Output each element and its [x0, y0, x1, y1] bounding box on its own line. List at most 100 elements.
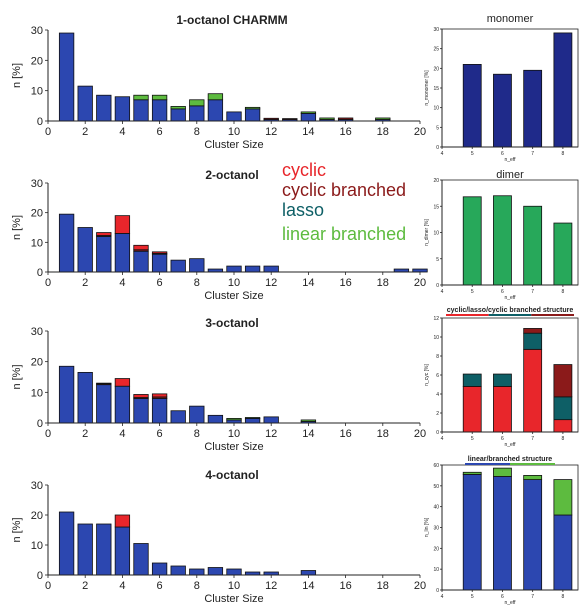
- x-axis-label: n_eff: [504, 442, 516, 448]
- x-tick-label: 7: [531, 151, 534, 157]
- chart-title: linear/branched structure: [468, 456, 553, 463]
- bar: [493, 385, 512, 433]
- x-tick-label: 18: [377, 580, 389, 592]
- bar: [96, 384, 112, 424]
- bar: [300, 570, 317, 576]
- x-tick-label: 16: [339, 277, 351, 289]
- legend-cyclic-label: cyclic: [282, 160, 326, 180]
- bar: [133, 398, 149, 424]
- bar: [263, 416, 279, 424]
- y-axis-label: n_lin [%]: [424, 517, 430, 537]
- bar: [96, 523, 112, 576]
- bar: [77, 227, 93, 273]
- bar: [96, 232, 112, 236]
- y-axis-label: n [%]: [11, 364, 23, 389]
- bar: [300, 419, 317, 422]
- bar: [319, 117, 335, 120]
- bar: [462, 64, 482, 148]
- bar: [96, 382, 112, 385]
- bar: [58, 511, 75, 576]
- bar: [462, 473, 482, 591]
- bar: [226, 265, 242, 273]
- chart-2: 0 2 4 6 8 10 12 14 16 18 20 0 10 20 30 3-octanol Cluster…: [11, 316, 426, 453]
- x-tick-label: 4: [119, 428, 125, 440]
- y-tick-label: 0: [37, 116, 43, 128]
- x-tick-label: 7: [531, 436, 534, 442]
- bar: [170, 106, 186, 110]
- bar: [151, 562, 168, 576]
- y-tick-label: 15: [433, 204, 439, 210]
- x-tick-label: 20: [414, 277, 426, 289]
- x-tick-label: 12: [265, 580, 277, 592]
- bar: [553, 222, 573, 286]
- x-tick-label: 14: [302, 428, 314, 440]
- y-tick-label: 0: [436, 283, 439, 289]
- bar: [244, 265, 261, 273]
- y-tick-label: 0: [37, 418, 43, 430]
- y-tick-label: 5: [436, 257, 439, 263]
- x-tick-label: 8: [561, 594, 564, 600]
- x-tick-label: 8: [561, 289, 564, 295]
- bar: [553, 32, 573, 148]
- bar: [58, 213, 75, 273]
- x-tick-label: 0: [45, 580, 51, 592]
- bar: [523, 348, 543, 433]
- x-tick-label: 4: [441, 594, 444, 600]
- x-tick-label: 4: [441, 436, 444, 442]
- bar: [462, 471, 482, 475]
- bar: [133, 394, 149, 398]
- x-tick-label: 8: [194, 126, 200, 138]
- chart-title: 2-octanol: [205, 168, 258, 182]
- chart-title: 4-octanol: [205, 468, 258, 482]
- x-tick-label: 5: [471, 289, 474, 295]
- bar: [114, 96, 131, 122]
- legend-cyclic-branched-label: cyclic branched: [282, 180, 406, 200]
- x-tick-label: 6: [501, 151, 504, 157]
- y-tick-label: 20: [31, 357, 43, 369]
- x-tick-label: 8: [194, 428, 200, 440]
- x-tick-label: 10: [228, 277, 240, 289]
- bar: [114, 378, 131, 387]
- y-axis-label: n [%]: [11, 517, 23, 542]
- x-tick-label: 2: [82, 428, 88, 440]
- legend-linear-branched-label: linear branched: [282, 224, 406, 244]
- chart-7: 4 5 6 7 8 0 10 20 30 40 50 60 linear/branched struct…: [424, 456, 579, 606]
- x-axis-label: Cluster Size: [204, 441, 263, 453]
- bar: [244, 108, 261, 122]
- chart-5: 4 5 6 7 8 0 5 10 15 20 dimer n_eff n_dimer [%]: [424, 169, 579, 301]
- bar: [337, 117, 354, 120]
- x-tick-label: 6: [501, 289, 504, 295]
- bar: [207, 99, 224, 122]
- bar: [493, 73, 512, 148]
- y-tick-label: 10: [433, 231, 439, 237]
- x-tick-label: 5: [471, 594, 474, 600]
- bar: [58, 365, 75, 424]
- bar: [114, 526, 131, 576]
- x-tick-label: 14: [302, 580, 314, 592]
- x-tick-label: 2: [82, 126, 88, 138]
- x-axis-label: n_eff: [504, 295, 516, 301]
- y-axis-label: n_monomer [%]: [424, 70, 430, 106]
- x-tick-label: 20: [414, 126, 426, 138]
- bar: [263, 265, 279, 273]
- y-tick-label: 10: [433, 106, 439, 112]
- y-tick-label: 10: [31, 387, 43, 399]
- x-tick-label: 4: [441, 289, 444, 295]
- chart-3: 0 2 4 6 8 10 12 14 16 18 20 0 10 20 30 4-octanol Cluster…: [11, 468, 426, 605]
- bar: [189, 258, 205, 273]
- y-tick-label: 30: [433, 526, 439, 532]
- bar: [244, 106, 261, 110]
- chart-4: 4 5 6 7 8 0 5 10 15 20 25 30 monomer n_eff n_monomer […: [424, 13, 579, 163]
- y-tick-label: 20: [31, 55, 43, 67]
- x-tick-label: 0: [45, 428, 51, 440]
- bar: [170, 108, 186, 122]
- bar: [189, 405, 205, 424]
- y-tick-label: 10: [31, 540, 43, 552]
- y-tick-label: 8: [436, 354, 439, 360]
- y-tick-label: 30: [31, 25, 43, 37]
- chart-title: 3-octanol: [205, 316, 258, 330]
- bar: [462, 373, 482, 387]
- x-axis-label: Cluster Size: [204, 139, 263, 151]
- x-tick-label: 7: [531, 289, 534, 295]
- bar: [553, 479, 573, 516]
